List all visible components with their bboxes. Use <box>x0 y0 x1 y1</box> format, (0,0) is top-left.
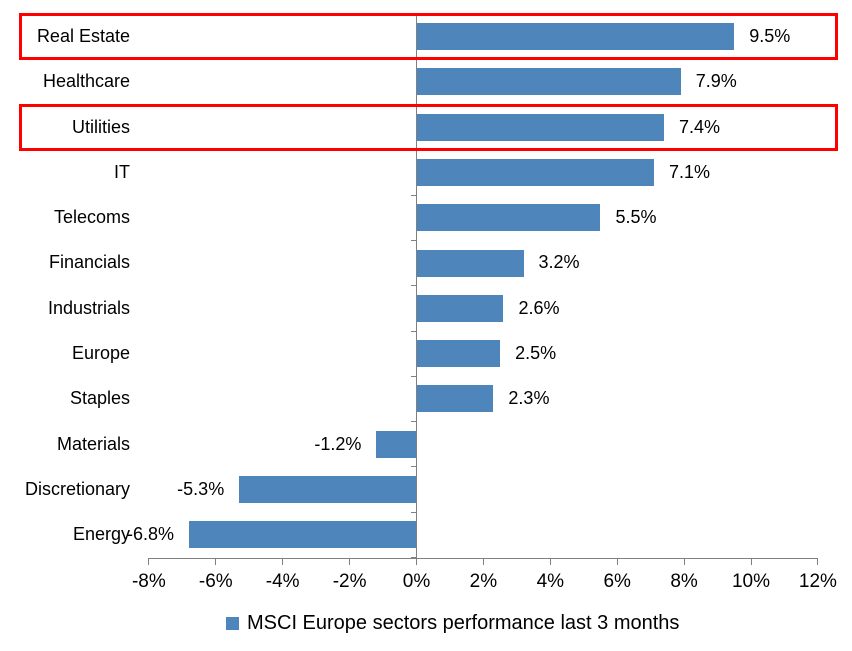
x-tick-label: 10% <box>731 571 771 592</box>
category-axis-tick <box>410 239 417 241</box>
bar <box>416 204 601 232</box>
highlight-box-utilities <box>19 103 838 151</box>
bar <box>416 249 524 277</box>
category-label: Financials <box>48 252 130 273</box>
value-label: -1.2% <box>314 433 362 454</box>
category-axis-tick <box>410 421 417 423</box>
value-label: 7.1% <box>668 161 711 182</box>
category-label: Telecoms <box>53 207 130 228</box>
value-label: 2.6% <box>518 297 560 318</box>
x-axis-tick <box>549 557 551 565</box>
x-tick-label: 4% <box>536 571 565 592</box>
x-axis-tick <box>683 557 685 565</box>
x-axis-tick <box>482 557 484 565</box>
category-label: Industrials <box>47 297 130 318</box>
bar <box>416 159 654 187</box>
bar <box>239 476 417 504</box>
bar <box>416 385 494 413</box>
category-label: IT <box>114 161 130 182</box>
value-label: 7.4% <box>679 116 721 137</box>
category-label: Materials <box>56 433 130 454</box>
category-axis-tick <box>410 375 417 377</box>
category-axis-tick <box>410 511 417 513</box>
x-tick-label: 0% <box>402 571 431 592</box>
x-axis-tick <box>215 557 217 565</box>
bar <box>416 23 735 51</box>
x-tick-label: 6% <box>603 571 631 592</box>
x-tick-label: -6% <box>198 571 233 592</box>
category-label: Staples <box>69 388 130 409</box>
value-axis-zero-line <box>416 14 417 558</box>
category-axis-tick <box>410 557 417 558</box>
x-tick-label: 2% <box>469 571 498 592</box>
x-axis-tick <box>817 557 819 565</box>
category-axis-tick <box>410 466 417 468</box>
x-axis-tick <box>148 557 150 565</box>
x-tick-label: 12% <box>798 571 837 592</box>
x-tick-label: -4% <box>265 571 300 592</box>
category-axis-tick <box>410 285 417 287</box>
value-label: 5.5% <box>615 207 657 228</box>
category-label: Europe <box>71 343 130 364</box>
value-label: 9.5% <box>749 26 791 46</box>
highlight-box-real-estate <box>19 13 838 61</box>
legend-marker-icon <box>226 616 239 630</box>
x-tick-label: -8% <box>131 571 166 592</box>
value-label: 3.2% <box>538 252 580 273</box>
bar <box>416 340 501 368</box>
bar <box>416 113 665 141</box>
category-label: Real Estate <box>36 26 130 46</box>
x-tick-label: -2% <box>332 571 367 592</box>
category-label: Healthcare <box>42 71 130 92</box>
value-label: 7.9% <box>695 71 737 92</box>
value-label: 2.3% <box>508 388 550 409</box>
legend-label: MSCI Europe sectors performance last 3 m… <box>247 611 680 634</box>
x-axis-tick <box>349 557 351 565</box>
bar <box>416 294 504 322</box>
category-label: Discretionary <box>24 478 130 499</box>
x-axis-tick <box>416 557 417 565</box>
category-axis-tick <box>410 194 417 196</box>
category-axis-tick <box>410 330 417 332</box>
bar <box>416 68 681 96</box>
bar <box>376 430 417 458</box>
category-label: Utilities <box>71 116 130 137</box>
x-axis-tick <box>282 557 284 565</box>
x-axis-tick <box>616 557 618 565</box>
legend: MSCI Europe sectors performance last 3 m… <box>226 609 679 637</box>
value-label: 2.5% <box>515 343 557 364</box>
x-tick-label: 8% <box>670 571 698 592</box>
value-label: -5.3% <box>177 478 225 499</box>
category-label: Energy <box>72 524 130 545</box>
bar <box>189 521 417 549</box>
x-axis-tick <box>750 557 752 565</box>
value-label: -6.8% <box>127 524 175 545</box>
